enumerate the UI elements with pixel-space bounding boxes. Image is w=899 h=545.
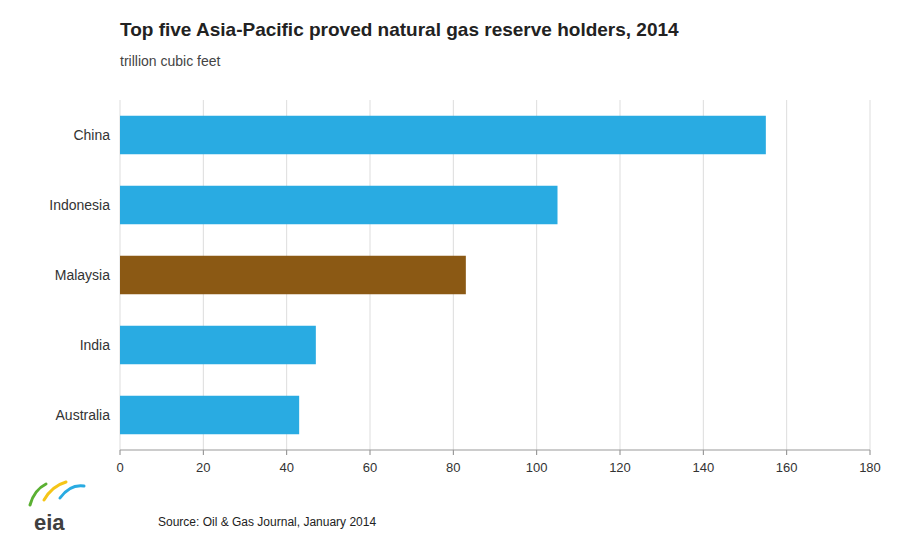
y-axis: Australia India Malaysia Indonesia China bbox=[49, 127, 110, 423]
tick-label: 0 bbox=[116, 460, 123, 475]
title: Top five Asia-Pacific proved natural gas… bbox=[120, 19, 679, 40]
tick-mark bbox=[786, 450, 787, 455]
tick-mark bbox=[120, 450, 121, 455]
subtitle: trillion cubic feet bbox=[120, 53, 220, 69]
category-label: Malaysia bbox=[55, 267, 110, 283]
x-axis: 0 20 40 60 80 100 120 140 160 180 bbox=[116, 450, 880, 475]
logo-arc bbox=[60, 486, 84, 498]
grid-line bbox=[786, 100, 787, 450]
bar bbox=[120, 256, 466, 295]
logo: eia bbox=[30, 482, 84, 535]
tick-label: 40 bbox=[279, 460, 293, 475]
tick-label: 120 bbox=[609, 460, 631, 475]
logo-arc bbox=[44, 482, 66, 500]
bar bbox=[120, 116, 766, 155]
tick-label: 80 bbox=[446, 460, 460, 475]
category-label: Australia bbox=[56, 407, 111, 423]
grid bbox=[120, 100, 870, 450]
tick-mark bbox=[620, 450, 621, 455]
bars bbox=[120, 116, 766, 435]
source-note: Source: Oil & Gas Journal, January 2014 bbox=[158, 515, 376, 529]
category-label: Indonesia bbox=[49, 197, 110, 213]
category-label: India bbox=[80, 337, 111, 353]
tick-label: 100 bbox=[526, 460, 548, 475]
tick-label: 160 bbox=[776, 460, 798, 475]
tick-label: 180 bbox=[859, 460, 881, 475]
tick-label: 60 bbox=[363, 460, 377, 475]
bar bbox=[120, 186, 558, 225]
tick-mark bbox=[203, 450, 204, 455]
axis-line bbox=[120, 450, 870, 451]
grid-line bbox=[870, 100, 871, 450]
tick-label: 20 bbox=[196, 460, 210, 475]
logo-text: eia bbox=[34, 510, 65, 535]
tick-mark bbox=[286, 450, 287, 455]
logo-arc bbox=[30, 484, 46, 505]
tick-label: 140 bbox=[692, 460, 714, 475]
tick-mark bbox=[453, 450, 454, 455]
tick-mark bbox=[703, 450, 704, 455]
tick-mark bbox=[370, 450, 371, 455]
bar bbox=[120, 326, 316, 365]
chart: Top five Asia-Pacific proved natural gas… bbox=[0, 0, 899, 545]
tick-mark bbox=[870, 450, 871, 455]
category-label: China bbox=[73, 127, 110, 143]
tick-mark bbox=[536, 450, 537, 455]
bar bbox=[120, 396, 299, 435]
